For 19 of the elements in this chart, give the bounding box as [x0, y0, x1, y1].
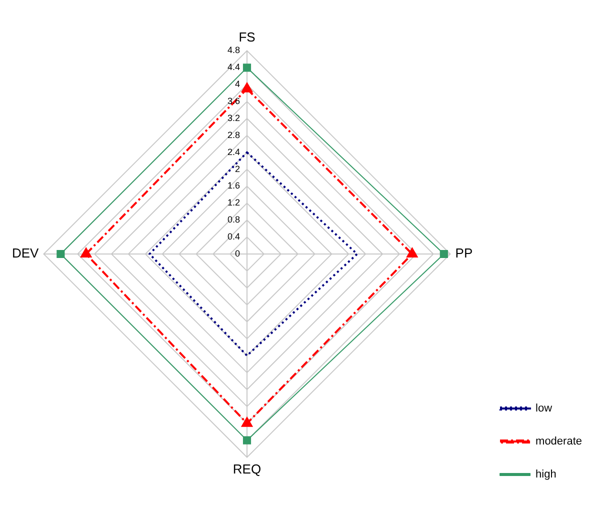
y-tick-label: 2.4: [227, 146, 240, 157]
spoke-label: REQ: [232, 462, 262, 477]
y-tick-label: 1.2: [227, 198, 240, 208]
legend-label: moderate: [536, 436, 582, 448]
y-tick-label: 4: [234, 79, 240, 90]
y-tick-label: 0: [234, 248, 240, 258]
legend-label: high: [536, 468, 556, 481]
y-tick-label: 0.4: [227, 232, 240, 242]
y-tick-label: 3.2: [227, 112, 240, 123]
y-tick-label: 2: [234, 164, 240, 174]
spoke-label: DEV: [12, 246, 40, 261]
spoke-label: PP: [455, 246, 473, 261]
y-tick-label: 1.6: [227, 180, 240, 191]
y-tick-label: 4.8: [227, 45, 240, 56]
y-tick-label: 4.4: [227, 62, 240, 72]
legend-label: low: [536, 402, 552, 415]
y-tick-label: 2.8: [227, 130, 240, 140]
y-tick-label: 0.8: [227, 214, 240, 225]
spoke-label: FS: [238, 30, 256, 45]
